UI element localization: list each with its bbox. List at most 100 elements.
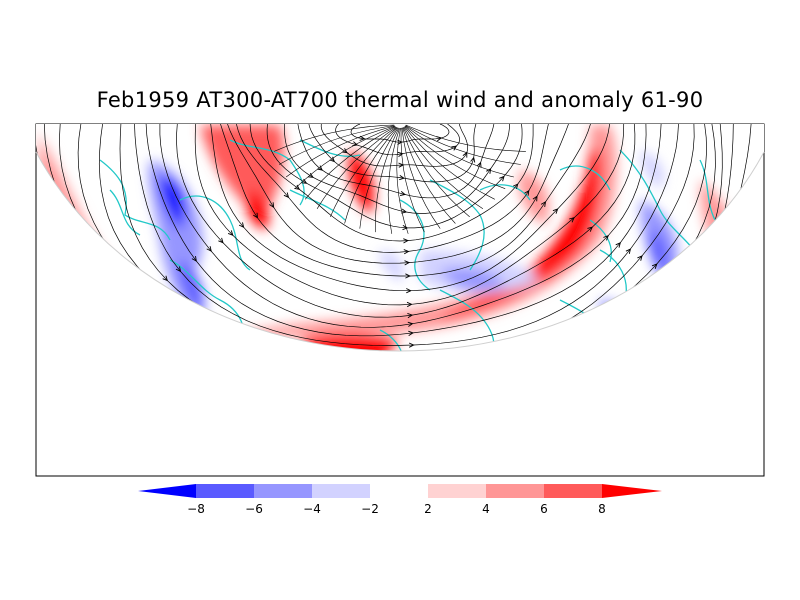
flow-arrow <box>175 266 182 273</box>
colorbar-tick-label: −4 <box>303 502 321 516</box>
flow-arrow <box>294 184 301 190</box>
streamline <box>297 124 495 199</box>
flow-arrow <box>406 301 413 308</box>
flow-arrow <box>408 342 415 348</box>
streamline <box>176 124 636 318</box>
anomaly-blob <box>245 190 270 230</box>
disk-outline <box>35 151 765 352</box>
map-title: Feb1959 AT300-AT700 thermal wind and ano… <box>96 88 704 112</box>
streamline <box>396 127 409 234</box>
streamline <box>145 124 662 337</box>
anomaly-blob <box>640 150 664 190</box>
streamline <box>387 127 400 234</box>
colorbar-tick-label: 6 <box>540 502 548 516</box>
coastline <box>289 189 346 221</box>
flow-arrow <box>283 192 290 199</box>
coastline <box>439 289 495 352</box>
flow-arrow <box>615 242 621 248</box>
streamline <box>400 127 425 233</box>
anomaly-blob <box>300 334 400 352</box>
coastline <box>699 159 716 221</box>
anomaly-blob <box>379 250 404 282</box>
flow-arrow <box>524 189 530 196</box>
flow-arrow <box>191 256 197 262</box>
streamline <box>320 124 469 167</box>
colorbar-tick-label: −8 <box>187 502 205 516</box>
flow-arrow <box>486 167 492 174</box>
anomaly-blob <box>179 260 204 315</box>
flow-arrow <box>451 145 458 151</box>
colorbar-segment <box>544 484 602 498</box>
streamline <box>294 126 396 189</box>
coastline <box>379 329 431 352</box>
coastline <box>559 165 611 191</box>
flow-arrow <box>476 161 482 168</box>
streamline <box>134 124 679 346</box>
streamline <box>330 127 397 218</box>
streamline <box>304 126 396 200</box>
streamline <box>273 124 395 152</box>
streamline <box>344 127 398 224</box>
streamline <box>308 124 477 183</box>
coastline <box>109 189 141 236</box>
colorbar: −8 −6 −4 −2 2 4 6 8 <box>138 484 662 516</box>
colorbar-segment <box>428 484 486 498</box>
coastline <box>299 139 361 157</box>
streamline <box>402 127 470 218</box>
streamline <box>278 125 395 165</box>
flow-arrow <box>552 208 559 214</box>
flow-arrow <box>403 249 410 255</box>
colorbar-tick-label: −2 <box>361 502 379 516</box>
streamline <box>405 125 514 178</box>
streamline <box>350 124 450 143</box>
flow-arrow <box>238 222 245 228</box>
flow-arrow <box>408 330 415 336</box>
flow-arrow <box>603 234 609 241</box>
flow-arrow <box>470 156 476 163</box>
flow-arrow <box>359 135 366 141</box>
flow-arrow <box>513 183 519 190</box>
flow-arrow <box>406 288 412 294</box>
streamline <box>210 124 611 292</box>
streamline <box>403 126 484 210</box>
flow-arrow <box>253 212 259 219</box>
flow-arrow <box>269 202 275 209</box>
anomaly-blob <box>518 170 549 225</box>
flow-arrow <box>218 237 224 244</box>
flow-arrow <box>227 230 234 236</box>
flow-arrow <box>301 178 308 184</box>
streamline <box>375 127 400 233</box>
colorbar-right-arrow <box>602 484 662 498</box>
flow-arrow <box>404 260 411 266</box>
streamline <box>194 124 625 306</box>
coastline <box>479 184 531 201</box>
streamline <box>316 126 397 209</box>
streamline <box>236 124 549 253</box>
streamline <box>227 124 569 264</box>
flow-arrow <box>399 175 406 181</box>
colorbar-left-arrow <box>138 484 196 498</box>
flow-arrow <box>407 321 414 327</box>
colorbar-tick-label: 8 <box>598 502 606 516</box>
streamline <box>402 127 456 224</box>
coastline <box>99 159 171 241</box>
colorbar-tick-label: 4 <box>482 502 490 516</box>
streamline <box>285 125 395 178</box>
flow-arrow <box>397 151 404 157</box>
flow-arrow <box>407 312 414 319</box>
flow-arrow <box>587 226 593 232</box>
coastline <box>619 149 701 261</box>
colorbar-tick-label: −6 <box>245 502 263 516</box>
flow-arrow <box>532 195 538 202</box>
flow-arrow <box>569 217 575 223</box>
colorbar-segment <box>486 484 544 498</box>
streamline <box>335 124 460 156</box>
flow-arrow <box>206 246 212 252</box>
flow-arrow <box>400 190 407 196</box>
streamline <box>404 126 506 189</box>
flow-arrow <box>405 273 411 279</box>
colorbar-tick-label: 2 <box>424 502 432 516</box>
streamline <box>359 127 399 229</box>
flow-arrow <box>540 201 547 207</box>
